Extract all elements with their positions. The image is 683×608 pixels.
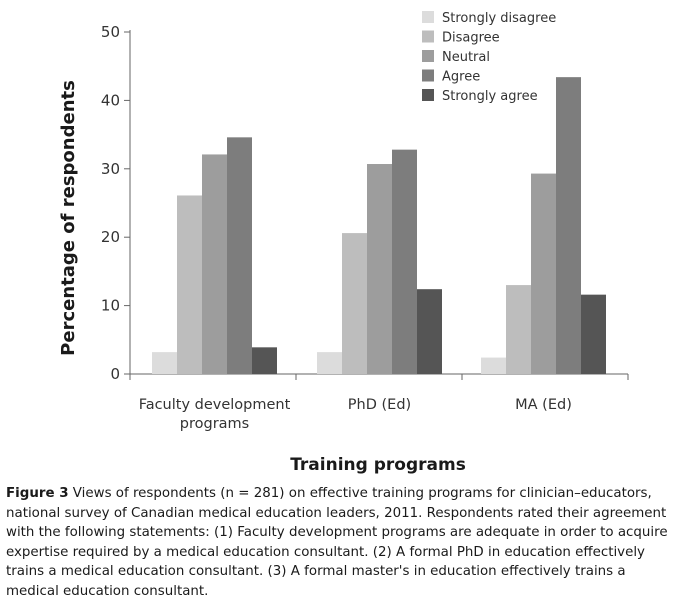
figure-caption: Figure 3 Views of respondents (n = 281) …: [6, 484, 678, 602]
bar: [317, 352, 342, 374]
legend-label: Neutral: [442, 50, 490, 65]
y-tick-label: 0: [110, 365, 120, 383]
legend-label: Strongly agree: [442, 89, 538, 104]
bars: [152, 77, 606, 375]
bar: [481, 357, 506, 374]
bar: [367, 164, 392, 374]
bar-chart: Strongly disagree Disagree Neutral Agree Str…: [58, 11, 629, 475]
x-axis: Faculty development programs PhD (Ed) MA (E…: [129, 373, 629, 432]
legend-swatch: [422, 89, 434, 101]
bar: [531, 173, 556, 374]
legend-label: Agree: [442, 70, 480, 85]
bar: [556, 77, 581, 375]
x-category-label: Faculty development: [139, 397, 291, 413]
y-tick-label: 40: [101, 91, 120, 109]
legend-label: Disagree: [442, 31, 500, 46]
bar: [227, 137, 252, 374]
bar: [252, 347, 277, 374]
y-tick-label: 50: [101, 23, 120, 41]
bar: [506, 285, 531, 374]
caption-label: Figure 3: [6, 486, 69, 501]
bar: [342, 233, 367, 374]
y-axis-label: Percentage of respondents: [58, 80, 79, 356]
y-tick-label: 30: [101, 160, 120, 178]
x-category-label: PhD (Ed): [348, 397, 411, 413]
x-category-label: programs: [180, 416, 249, 432]
y-axis: 0 10 20 30 40 50: [101, 23, 131, 383]
y-tick-label: 20: [101, 228, 120, 246]
legend-swatch: [422, 30, 434, 43]
legend: Strongly disagree Disagree Neutral Agree Str…: [422, 11, 556, 104]
bar: [177, 195, 202, 374]
x-axis-label: Training programs: [290, 455, 466, 475]
bar: [581, 294, 606, 374]
bar: [417, 289, 442, 374]
bar: [152, 352, 177, 374]
bar: [202, 154, 227, 374]
legend-swatch: [422, 50, 434, 62]
x-category-label: MA (Ed): [515, 397, 572, 413]
bar: [392, 149, 417, 374]
legend-label: Strongly disagree: [442, 11, 556, 26]
y-tick-label: 10: [101, 297, 120, 315]
caption-text: Views of respondents (n = 281) on effect…: [6, 486, 668, 599]
legend-swatch: [422, 11, 434, 23]
legend-swatch: [422, 69, 434, 82]
